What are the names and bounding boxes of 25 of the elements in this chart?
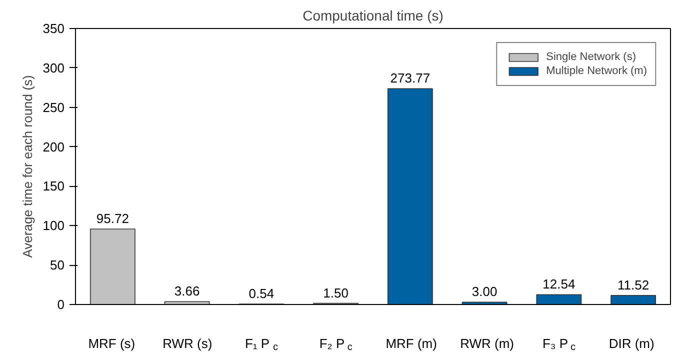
y-axis-title: Average time for each round (s) <box>20 75 35 258</box>
x-tick-label: MRF (m) <box>386 336 437 351</box>
y-tick-label: 300 <box>42 60 65 76</box>
y-tick-label: 250 <box>42 100 65 115</box>
data-label: 12.54 <box>542 276 576 292</box>
y-tick-label: 150 <box>42 178 65 194</box>
y-tick-label: 100 <box>42 218 65 234</box>
data-label: 11.52 <box>618 277 650 292</box>
y-tick-label: 50 <box>50 258 65 273</box>
legend-label: Single Network (s) <box>546 51 636 63</box>
x-tick-label: DIR (m) <box>608 336 654 351</box>
data-label: 273.77 <box>390 70 430 86</box>
data-label: 0.54 <box>248 286 274 302</box>
data-label: 3.00 <box>472 284 498 300</box>
legend-label: Multiple Network (m) <box>546 65 647 77</box>
chart-title: Computational time (s) <box>302 8 444 24</box>
x-tick-label: RWR (s) <box>162 336 212 351</box>
y-tick-label: 200 <box>42 139 65 154</box>
y-tick-label: 0 <box>57 297 65 312</box>
data-label: 3.66 <box>174 284 200 299</box>
data-label: 95.72 <box>96 211 129 226</box>
data-label: 1.50 <box>323 285 348 300</box>
y-tick-label: 350 <box>42 21 65 36</box>
x-tick-label: RWR (m) <box>460 336 514 351</box>
x-tick-label: MRF (s) <box>88 336 136 351</box>
